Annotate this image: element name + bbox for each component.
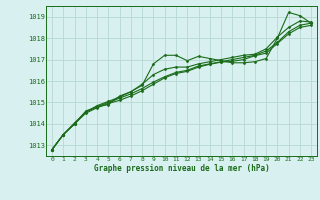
X-axis label: Graphe pression niveau de la mer (hPa): Graphe pression niveau de la mer (hPa) bbox=[94, 164, 269, 173]
